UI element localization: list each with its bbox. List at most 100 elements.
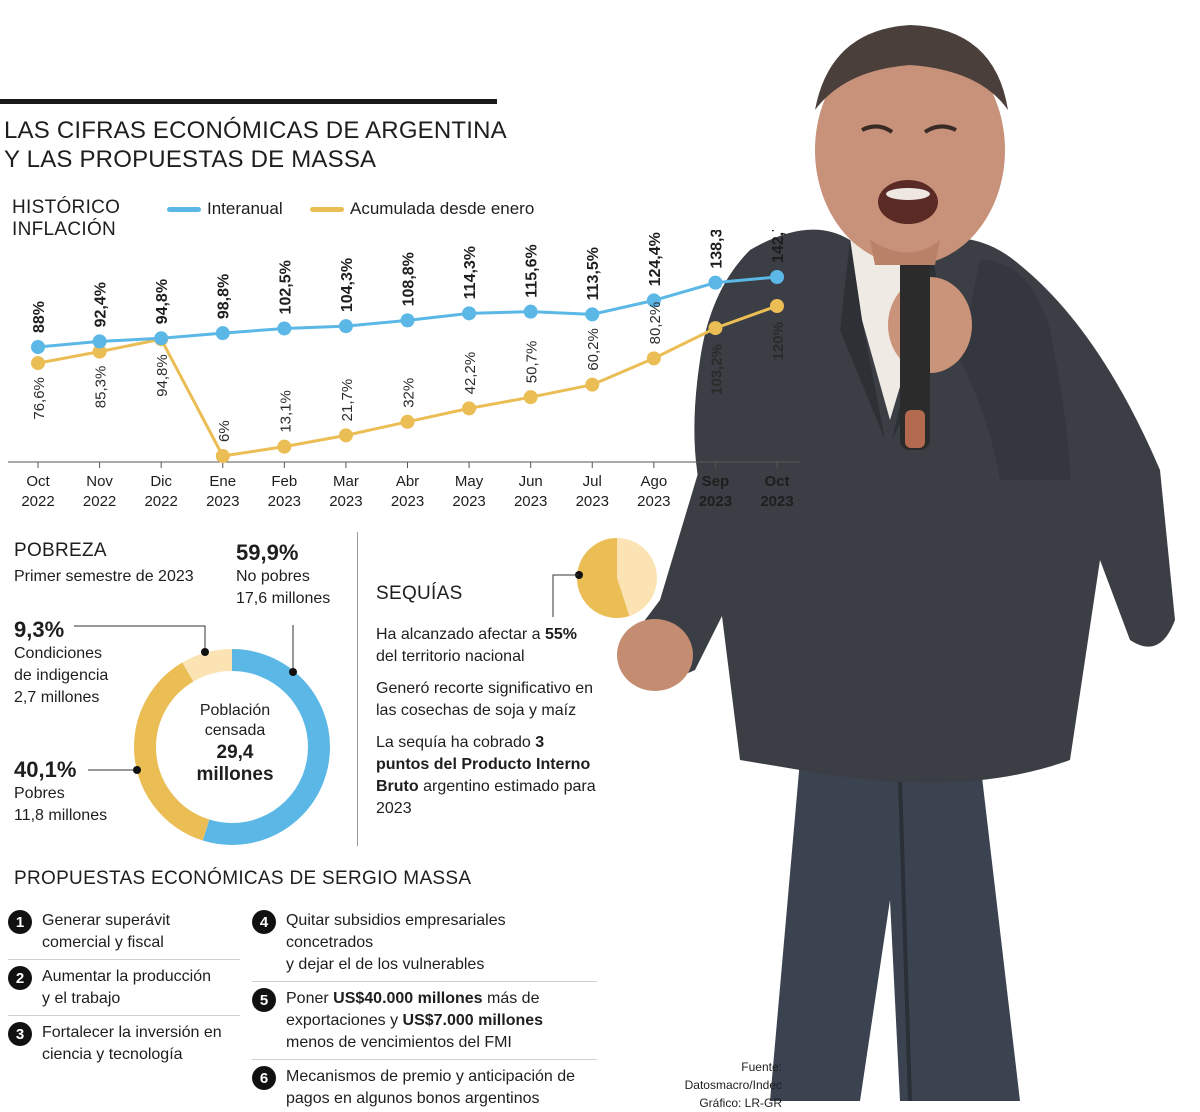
propuesta-3-number: 3	[8, 1022, 32, 1046]
x-tick-label-month: Oct	[26, 473, 50, 490]
callout-pobres-line2: 11,8 millones	[14, 807, 108, 824]
sequias-point-2: Generó recorte significativo en las cose…	[376, 680, 593, 719]
point-acumulada	[400, 414, 415, 429]
data-label-interanual: 113,5%	[585, 247, 602, 300]
point-interanual	[585, 307, 600, 322]
data-label-acumulada: 94,8%	[154, 354, 171, 397]
propuesta-1: 1 Generar superávit comercial y fiscal	[8, 910, 240, 954]
x-tick-label-year: 2023	[391, 493, 424, 510]
data-label-acumulada: 32%	[401, 378, 418, 408]
data-label-interanual: 108,8%	[401, 252, 418, 306]
point-interanual	[708, 275, 723, 290]
donut-center-line2: censada	[204, 722, 266, 739]
legend-label-interanual: Interanual	[207, 199, 283, 218]
leader-dot-indigencia	[201, 648, 209, 656]
data-label-interanual: 142,7%	[770, 230, 787, 263]
sequias-text: Ha alcanzado afectar a 55% del territorio…	[376, 624, 601, 830]
propuesta-4-line2: y dejar el de los vulnerables	[285, 956, 485, 973]
point-interanual	[523, 304, 538, 319]
sequias-pie	[552, 538, 657, 618]
propuesta-2-line1: Aumentar la producción	[42, 968, 211, 985]
propuesta-1-number: 1	[8, 910, 32, 934]
x-tick-label-year: 2022	[83, 493, 116, 510]
propuesta-3-line2: ciencia y tecnología	[42, 1046, 183, 1063]
propuesta-2-line2: y el trabajo	[42, 990, 121, 1007]
point-acumulada	[523, 390, 538, 405]
propuestas-col-1: 1 Generar superávit comercial y fiscal 2…	[8, 910, 240, 1066]
sequias-p3-pre: La sequía ha cobrado	[376, 734, 536, 751]
data-label-interanual: 98,8%	[216, 274, 233, 319]
point-interanual	[154, 331, 169, 346]
section-divider	[357, 532, 358, 846]
sequias-point-1: Ha alcanzado afectar a 55% del territorio…	[376, 624, 601, 668]
x-tick-label-year: 2023	[576, 493, 609, 510]
x-tick-label-month: Jul	[583, 473, 602, 490]
data-label-interanual: 94,8%	[154, 279, 171, 324]
data-label-acumulada: 6%	[216, 420, 233, 442]
title-rule	[0, 99, 497, 104]
propuestas-title: PROPUESTAS ECONÓMICAS DE SERGIO MASSA	[14, 868, 472, 889]
footer-credit: Gráfico: LR-GR	[699, 1096, 782, 1110]
donut-center-line1: Población	[199, 702, 271, 719]
sequias-p1-bold: 55%	[545, 626, 578, 643]
propuesta-4: 4 Quitar subsidios empresariales concetr…	[252, 910, 597, 976]
propuesta-separator	[8, 959, 240, 960]
data-label-acumulada: 13,1%	[277, 390, 294, 433]
data-label-acumulada: 76,6%	[31, 377, 48, 420]
x-tick-label-month: Abr	[396, 473, 419, 490]
pobreza-leaders	[74, 625, 297, 774]
propuesta-3: 3 Fortalecer la inversión en ciencia y t…	[8, 1022, 240, 1066]
propuesta-5-line3: menos de vencimientos del FMI	[286, 1034, 512, 1051]
legend-swatch-interanual	[167, 206, 201, 212]
point-interanual	[646, 293, 661, 308]
sequias-p3-post: argentino estimado para 2023	[376, 778, 596, 817]
callout-pobres-pct: 40,1%	[14, 757, 77, 782]
pie-leader-line	[552, 574, 579, 617]
point-acumulada	[92, 344, 107, 359]
x-tick-label-month: Nov	[86, 473, 113, 490]
donut-center: Población censada 29,4 millones	[180, 700, 290, 786]
legend-interanual: Interanual	[167, 199, 283, 219]
propuesta-5-line2-a: exportaciones y	[286, 1012, 403, 1029]
propuesta-6: 6 Mecanismos de premio y anticipación de…	[252, 1066, 597, 1110]
propuesta-5-line2: exportaciones y US$7.000 millones	[286, 1010, 543, 1032]
page-title-line2: Y LAS PROPUESTAS DE MASSA	[4, 146, 377, 173]
pobreza-subtitle: Primer semestre de 2023	[14, 568, 194, 585]
inflation-chart: Oct 2022 88% 76,6% Nov 2022 92,4% 85,3% Dic 2022 9…	[8, 230, 800, 510]
donut-segment-indigencia	[134, 649, 330, 845]
data-label-interanual: 102,5%	[277, 260, 294, 314]
propuesta-2-number: 2	[8, 966, 32, 990]
data-label-interanual: 114,3%	[462, 246, 479, 299]
leader-dot-pobres	[133, 766, 141, 774]
point-acumulada	[215, 449, 230, 463]
point-acumulada	[462, 401, 477, 416]
callout-indigencia-line1: Condiciones	[14, 645, 103, 662]
propuesta-separator	[252, 1059, 597, 1060]
legend-acumulada: Acumulada desde enero	[310, 199, 534, 219]
propuestas-col-2: 4 Quitar subsidios empresariales concetr…	[252, 910, 597, 1110]
x-tick-label-month: Jun	[519, 473, 543, 490]
callout-no-pobres-line2: 17,6 millones	[236, 590, 331, 607]
propuesta-4-number: 4	[252, 910, 276, 934]
point-acumulada	[585, 377, 600, 392]
point-acumulada	[338, 428, 353, 443]
x-tick-label-month: May	[455, 473, 484, 490]
sequias-p3-bold: 3 puntos del Producto Interno Bruto	[376, 734, 591, 795]
point-interanual	[92, 334, 107, 349]
x-tick-label-year: 2023	[268, 493, 301, 510]
point-interanual	[462, 306, 477, 321]
donut-center-value2: millones	[196, 764, 274, 785]
propuesta-6-line2: pagos en algunos bonos argentinos	[286, 1090, 540, 1107]
footer-credits: Fuente: Datosmacro/Indec Gráfico: LR-GR	[650, 1058, 782, 1112]
point-acumulada	[31, 356, 45, 371]
propuesta-1-line1: Generar superávit	[42, 912, 171, 929]
propuesta-6-number: 6	[252, 1066, 276, 1090]
propuesta-5-line1: Poner US$40.000 millones más de	[286, 988, 543, 1010]
x-tick-label-year: 2023	[206, 493, 239, 510]
data-label-interanual: 115,6%	[524, 244, 541, 297]
sequias-p1-pre: Ha alcanzado afectar a	[376, 626, 545, 643]
propuesta-1-line2: comercial y fiscal	[42, 934, 164, 951]
x-tick-label-month: Oct	[764, 473, 789, 490]
page-title: LAS CIFRAS ECONÓMICAS DE ARGENTINA Y LAS…	[4, 116, 507, 174]
point-interanual	[770, 270, 784, 284]
